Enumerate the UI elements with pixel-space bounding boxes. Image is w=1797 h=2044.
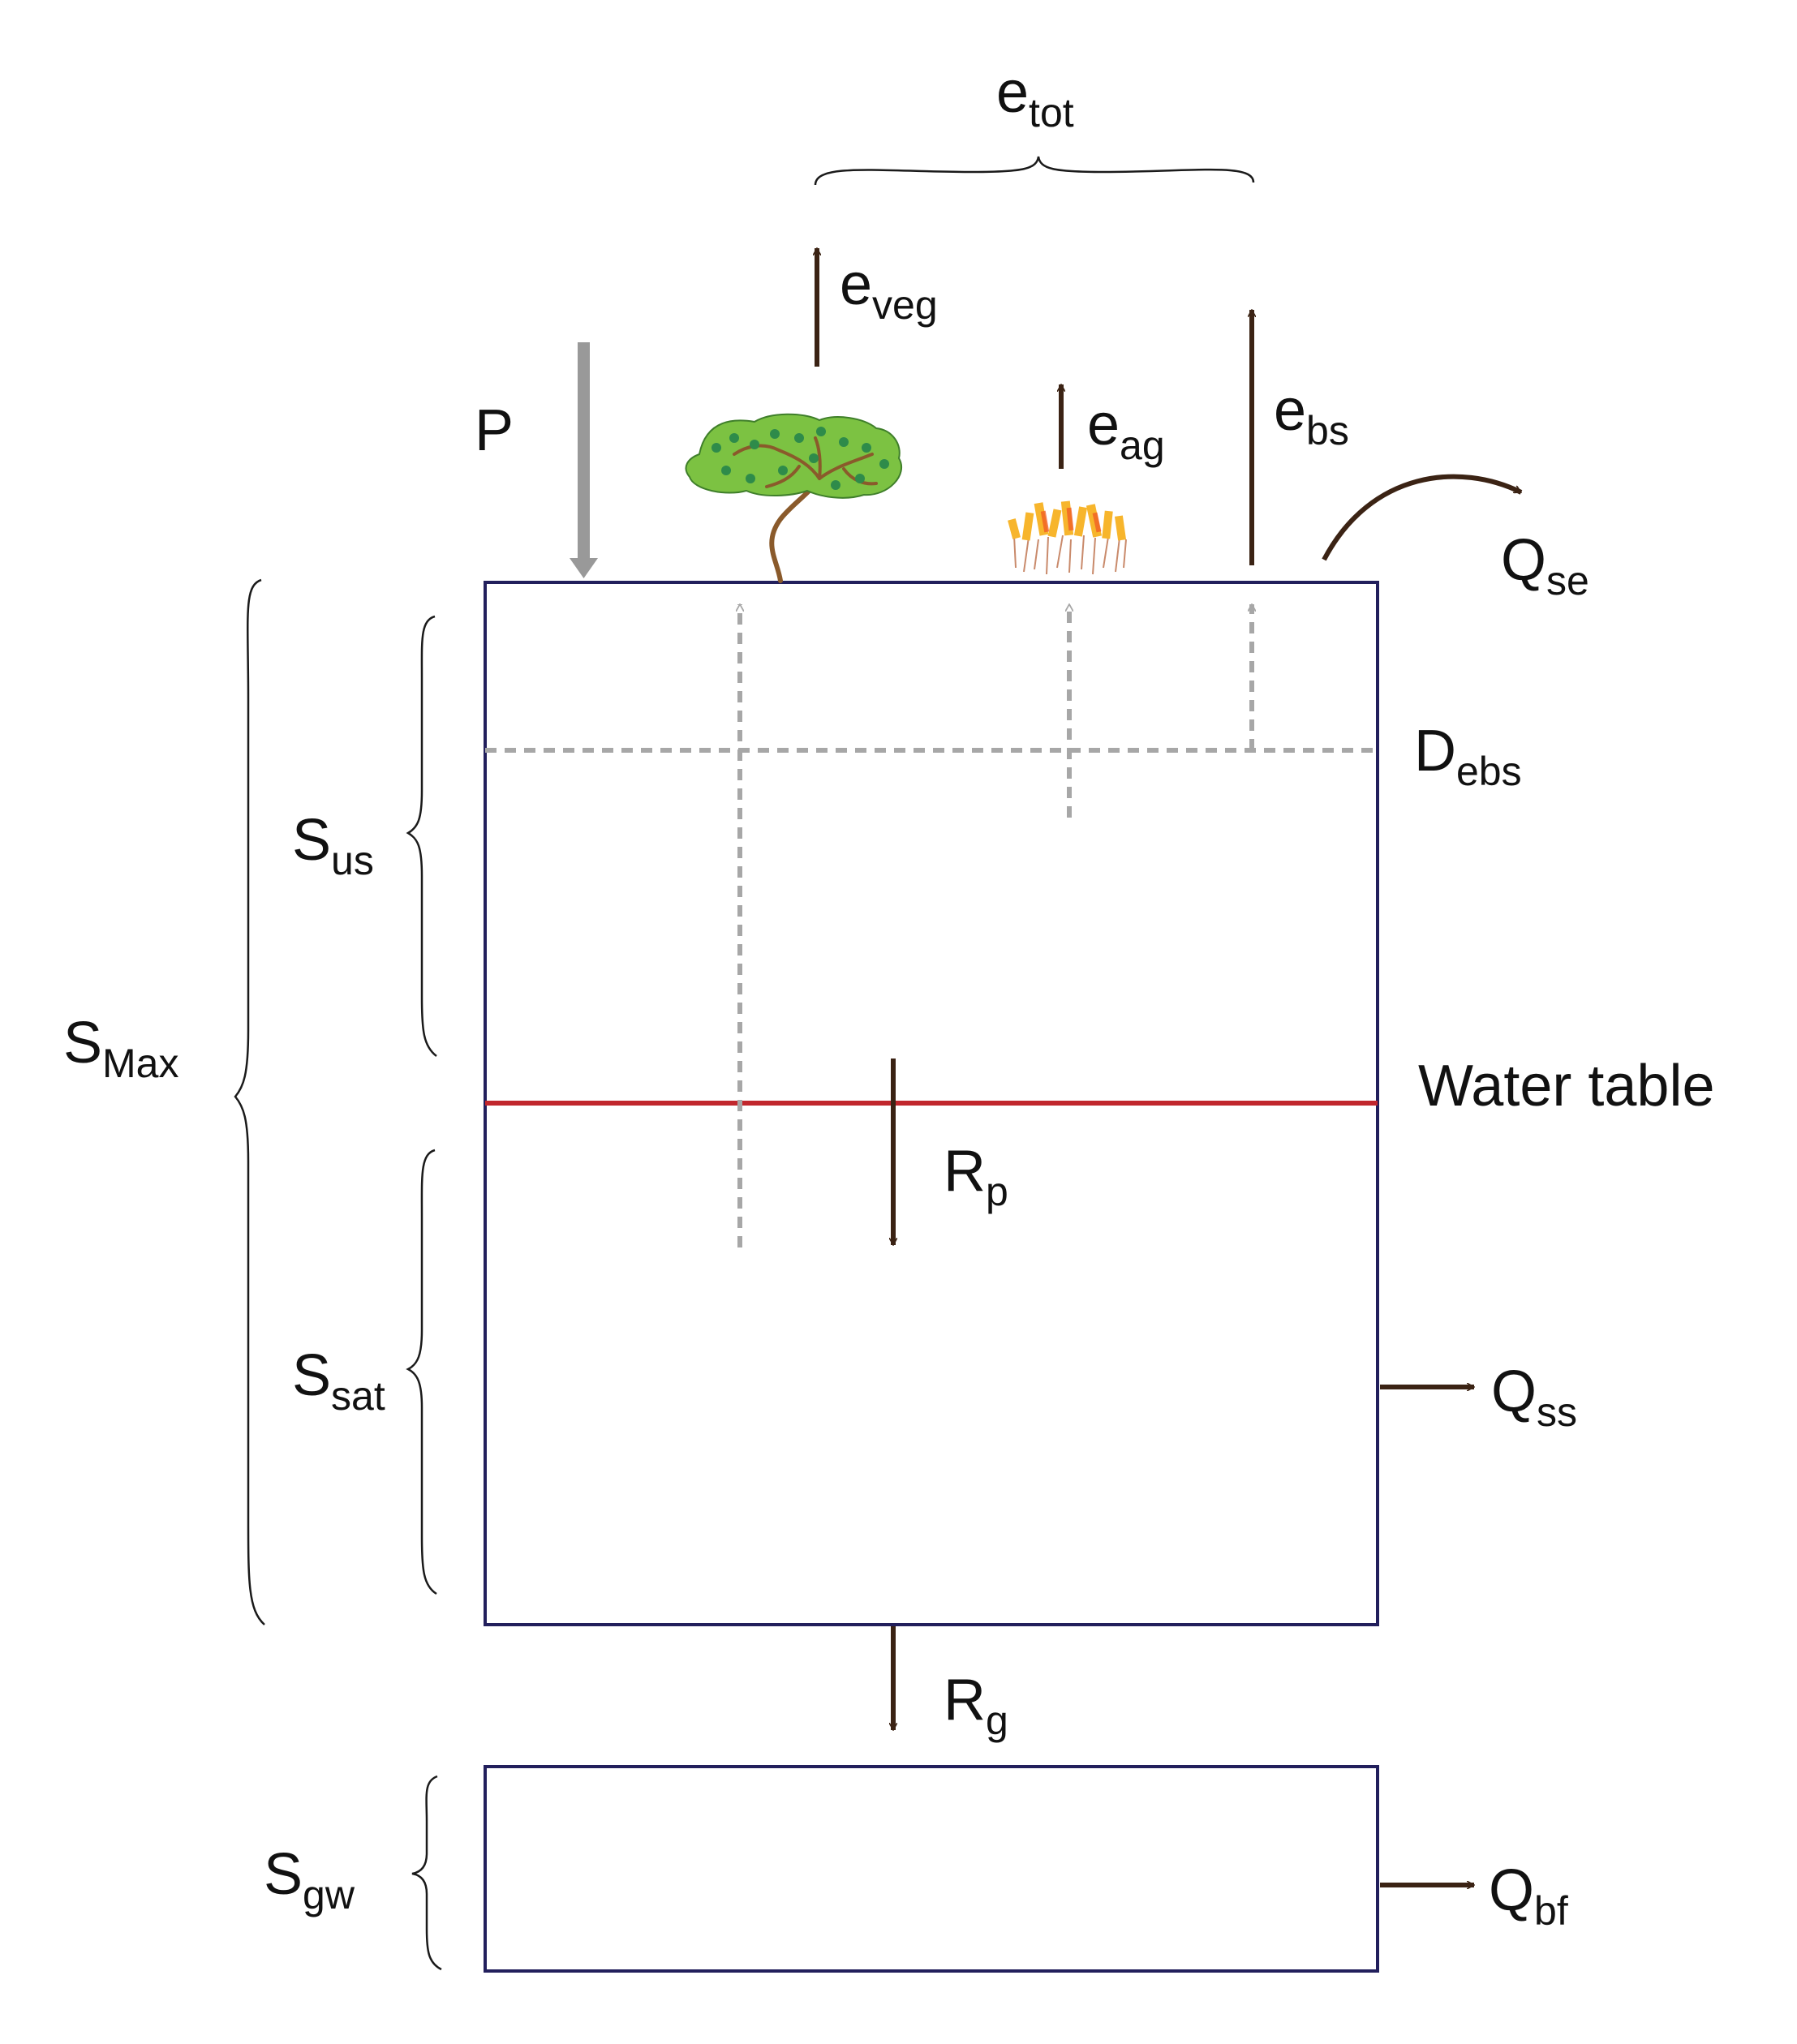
s-sat-label: Ssat: [292, 1343, 385, 1419]
s-gw-brace: [411, 1775, 442, 1971]
water-table-label: Water table: [1418, 1054, 1714, 1119]
s-gw-label: Sgw: [264, 1842, 355, 1917]
e-tot-brace: [814, 156, 1255, 186]
s-max-label: SMax: [63, 1011, 179, 1086]
q-se-label: Qse: [1501, 528, 1589, 603]
p-label: P: [475, 398, 514, 463]
e-tot-label: etot: [996, 60, 1074, 135]
e-veg-label: eveg: [840, 252, 938, 328]
precipitation-arrow: [570, 342, 598, 578]
q-se-arrow: [1322, 474, 1521, 561]
r-p-label: Rp: [944, 1139, 1008, 1214]
e-bs-label: ebs: [1274, 378, 1349, 453]
d-ebs-label: Debs: [1414, 719, 1522, 794]
s-us-brace: [406, 615, 437, 1057]
s-max-brace: [234, 578, 265, 1625]
tree-icon: [685, 413, 903, 583]
r-g-label: Rg: [944, 1668, 1008, 1743]
q-ss-label: Qss: [1491, 1359, 1577, 1435]
s-sat-brace: [406, 1149, 437, 1595]
e-ag-label: eag: [1087, 393, 1165, 468]
grass-icon: [1008, 500, 1127, 575]
s-us-label: Sus: [292, 808, 374, 883]
q-bf-label: Qbf: [1489, 1858, 1568, 1934]
groundwater-box: [484, 1765, 1379, 1973]
